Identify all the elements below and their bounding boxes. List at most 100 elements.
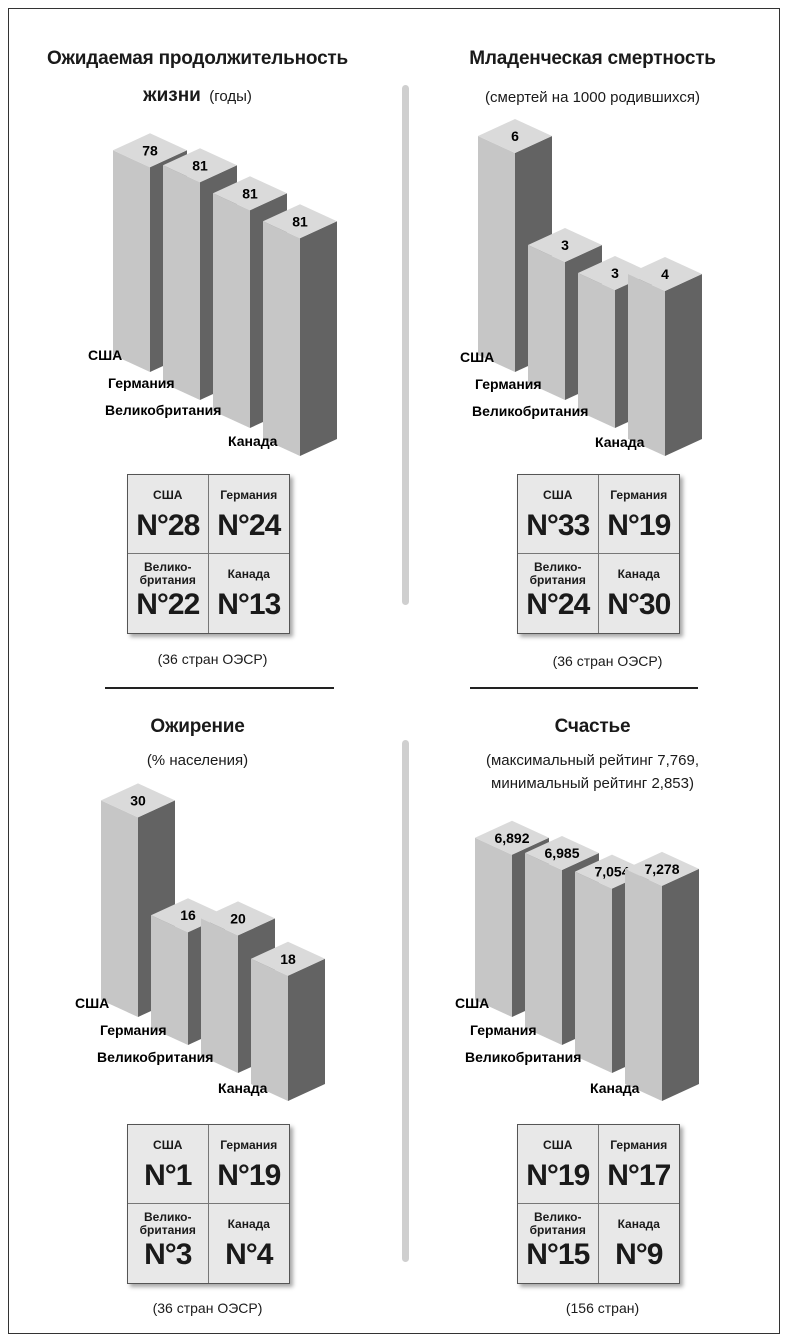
bar-front-face — [263, 221, 300, 456]
rank-value: N°13 — [217, 588, 281, 621]
category-label: Канада — [228, 433, 278, 449]
bar-value-label: 3 — [611, 265, 619, 281]
rank-cell: США N°1 — [128, 1125, 209, 1204]
bar-value-label: 20 — [230, 910, 246, 926]
rank-value: N°30 — [607, 588, 671, 621]
rank-cell: США N°28 — [128, 475, 209, 554]
bar-Канада: 18 — [251, 941, 325, 1101]
chart-4-subtitle-line2: минимальный рейтинг 2,853) — [491, 775, 694, 792]
chart-1-rank-grid: США N°28 Германия N°24 Велико- британия N°22 К… — [127, 474, 290, 634]
rank-country: Германия — [610, 487, 668, 502]
category-label: Канада — [595, 434, 645, 450]
bar-top-face — [251, 941, 325, 976]
bar-front-face — [528, 245, 565, 400]
rank-country: Германия — [220, 487, 278, 502]
bar-top-face — [628, 257, 702, 291]
category-label: США — [460, 349, 494, 365]
chart-4-subtitle: (максимальный рейтинг 7,769, — [485, 752, 700, 769]
bar-front-face — [101, 800, 138, 1017]
bar-front-face — [575, 871, 612, 1073]
bar-front-face — [475, 837, 512, 1017]
rank-country: США — [153, 487, 183, 502]
category-label: Германия — [475, 376, 542, 392]
category-label: США — [455, 995, 489, 1011]
category-label: США — [88, 347, 122, 363]
rank-cell: Велико- британия N°22 — [128, 554, 209, 633]
bar-side-face — [662, 868, 699, 1101]
bar-front-face — [151, 915, 188, 1045]
chart-2-bars: 6 3 3 4 США Германия Великобритания Канада — [460, 119, 702, 456]
rank-cell: Велико- британия N°24 — [518, 554, 599, 633]
bar-value-label: 81 — [192, 157, 208, 173]
chart-2-footnote: (36 стран ОЭСР) — [552, 653, 663, 669]
bar-front-face — [201, 918, 238, 1073]
rank-value: N°17 — [607, 1159, 671, 1192]
bar-front-face — [251, 958, 288, 1101]
rank-cell: Германия N°19 — [208, 1125, 289, 1204]
bar-front-face — [113, 150, 150, 372]
bar-top-face — [113, 133, 187, 168]
rank-cell: Германия N°24 — [208, 475, 289, 554]
bar-Канада: 81 — [263, 204, 337, 456]
rank-cell: Велико- британия N°15 — [518, 1204, 599, 1283]
bar-front-face — [163, 165, 200, 400]
bar-value-label: 18 — [280, 951, 296, 967]
chart-2-rank-grid: США N°33 Германия N°19 Велико- британия N°24 К… — [517, 474, 680, 634]
rank-value: N°28 — [136, 509, 200, 542]
category-label: Великобритания — [105, 402, 221, 418]
rank-value: N°24 — [526, 588, 590, 621]
category-label: Германия — [108, 375, 175, 391]
rank-value: N°19 — [526, 1159, 590, 1192]
bar-value-label: 30 — [130, 792, 146, 808]
chart-2-title: Младенческая смертность — [469, 48, 716, 69]
bar-top-face — [525, 836, 599, 871]
rank-country: Канада — [227, 1216, 270, 1231]
rank-value: N°1 — [144, 1159, 192, 1192]
chart-2-subtitle: (смертей на 1000 родившихся) — [485, 89, 700, 106]
rank-country: Германия — [610, 1137, 668, 1152]
bar-top-face — [263, 204, 337, 239]
rank-country: Канада — [227, 566, 270, 581]
category-label: Великобритания — [465, 1049, 581, 1065]
horizontal-divider-right — [470, 687, 698, 689]
bar-front-face — [625, 868, 662, 1101]
category-label: США — [75, 995, 109, 1011]
category-label: Канада — [218, 1080, 268, 1096]
chart-1-title-line2: жизни — [143, 85, 201, 106]
bar-side-face — [665, 274, 702, 456]
bar-front-face — [578, 273, 615, 428]
chart-1-unit: (годы) — [209, 88, 252, 105]
rank-country: Велико- британия — [529, 1210, 586, 1237]
chart-4-rank-grid: США N°19 Германия N°17 Велико- британия N°15 К… — [517, 1124, 680, 1284]
bar-value-label: 81 — [242, 185, 258, 201]
rank-cell: Германия N°17 — [598, 1125, 679, 1204]
horizontal-divider-left — [105, 687, 334, 689]
bar-value-label: 7,278 — [644, 861, 679, 877]
rank-value: N°33 — [526, 509, 590, 542]
rank-cell: Канада N°30 — [599, 554, 680, 633]
rank-cell: Велико- британия N°3 — [128, 1204, 209, 1283]
rank-country: Велико- британия — [139, 560, 196, 587]
rank-country: Канада — [617, 566, 660, 581]
bar-side-face — [288, 958, 325, 1101]
bar-value-label: 6,985 — [544, 845, 579, 861]
rank-country: Германия — [220, 1137, 278, 1152]
rank-value: N°19 — [217, 1159, 281, 1192]
bar-side-face — [300, 221, 337, 456]
chart-4-footnote: (156 стран) — [565, 1300, 640, 1316]
rank-value: N°4 — [225, 1238, 273, 1271]
bar-top-face — [201, 901, 275, 936]
chart-1-footnote: (36 стран ОЭСР) — [157, 651, 268, 667]
category-label: Канада — [590, 1080, 640, 1096]
category-label: Германия — [470, 1022, 537, 1038]
rank-value: N°22 — [136, 588, 200, 621]
bar-Канада: 4 — [628, 257, 702, 456]
rank-cell: Германия N°19 — [598, 475, 679, 554]
bar-value-label: 6,892 — [494, 830, 529, 846]
bar-value-label: 81 — [292, 213, 308, 229]
chart-4-bars: 6,892 6,985 7,054 7,278 США Германия Великобри… — [455, 820, 699, 1101]
rank-country: США — [543, 487, 573, 502]
category-label: Германия — [100, 1022, 167, 1038]
bar-value-label: 3 — [561, 237, 569, 253]
